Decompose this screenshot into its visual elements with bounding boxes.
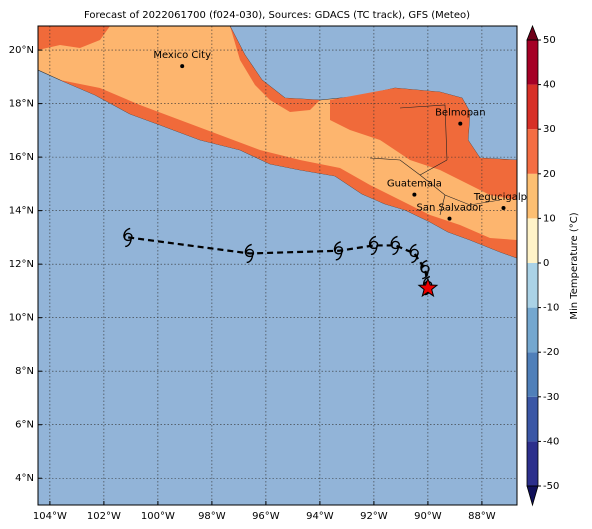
colorbar-segment [527, 307, 538, 353]
city-label: Guatemala [387, 179, 442, 190]
city-marker [180, 64, 185, 69]
colorbar-tick-label: 50 [543, 35, 556, 46]
track-line [128, 236, 429, 286]
colorbar-segment [527, 173, 538, 219]
x-tick-label: 94°W [306, 511, 334, 522]
x-tick-label: 88°W [468, 511, 496, 522]
cyclone-symbol [390, 235, 400, 256]
x-tick-label: 98°W [198, 511, 226, 522]
y-tick-label: 10°N [9, 313, 34, 324]
colorbar-extend-high [526, 24, 539, 41]
cyclone-symbol [333, 241, 344, 261]
colorbar-tick-label: 0 [543, 258, 549, 269]
x-tick-label: 100°W [141, 511, 175, 522]
colorbar-tick-label: 30 [543, 124, 556, 135]
city-marker [458, 121, 463, 126]
y-tick-label: 4°N [15, 473, 34, 484]
border [369, 104, 501, 216]
cyclone-symbol [123, 227, 133, 248]
y-tick-label: 12°N [9, 259, 34, 270]
city-label: Mexico City [153, 50, 211, 61]
city-marker [412, 192, 417, 197]
colorbar-segment [527, 40, 538, 85]
colorbar-segment [527, 352, 538, 397]
y-tick-label: 18°N [9, 99, 34, 110]
city-label: San Salvador [417, 203, 484, 214]
colorbar-segment [527, 441, 538, 486]
x-tick-label: 102°W [87, 511, 121, 522]
colorbar-segment [527, 218, 538, 263]
colorbar-segment [527, 84, 538, 130]
y-tick-label: 6°N [15, 420, 34, 431]
colorbar-tick-label: -40 [543, 436, 559, 447]
y-tick-label: 14°N [9, 206, 34, 217]
colorbar-label: Min Temperature (°C) [569, 212, 580, 319]
y-tick-label: 16°N [9, 152, 34, 163]
colorbar-extend-low [526, 485, 539, 507]
colorbar-tick-label: -30 [543, 392, 559, 403]
colorbar-tick-label: -20 [543, 347, 559, 358]
colorbar-segment [527, 396, 538, 442]
y-tick-label: 8°N [15, 366, 34, 377]
land-warm [38, 26, 517, 258]
cyclone-symbol [368, 235, 379, 256]
colorbar-tick-label: -10 [543, 303, 559, 314]
city-marker [447, 216, 452, 221]
cyclone-symbol [409, 243, 419, 264]
colorbar-tick-label: -50 [543, 481, 559, 492]
colorbar-tick-label: 20 [543, 169, 556, 180]
title: Forecast of 2022061700 (f024-030), Sourc… [84, 10, 470, 21]
colorbar-segment [527, 263, 538, 308]
city-label: Tegucigalpa [473, 192, 533, 203]
cyclone-symbol [244, 243, 255, 264]
x-tick-label: 92°W [360, 511, 388, 522]
colorbar-tick-label: 40 [543, 80, 556, 91]
y-tick-label: 20°N [9, 45, 34, 56]
cyclone-symbol [420, 259, 430, 280]
x-tick-label: 104°W [33, 511, 67, 522]
colorbar-segment [527, 129, 538, 174]
map-frame [37, 25, 518, 506]
x-tick-label: 96°W [252, 511, 280, 522]
city-label: Belmopan [435, 108, 485, 119]
current-position [417, 277, 439, 298]
map-base [38, 26, 517, 505]
colorbar-tick-label: 10 [543, 213, 556, 224]
city-marker [501, 205, 506, 210]
x-tick-label: 90°W [414, 511, 442, 522]
